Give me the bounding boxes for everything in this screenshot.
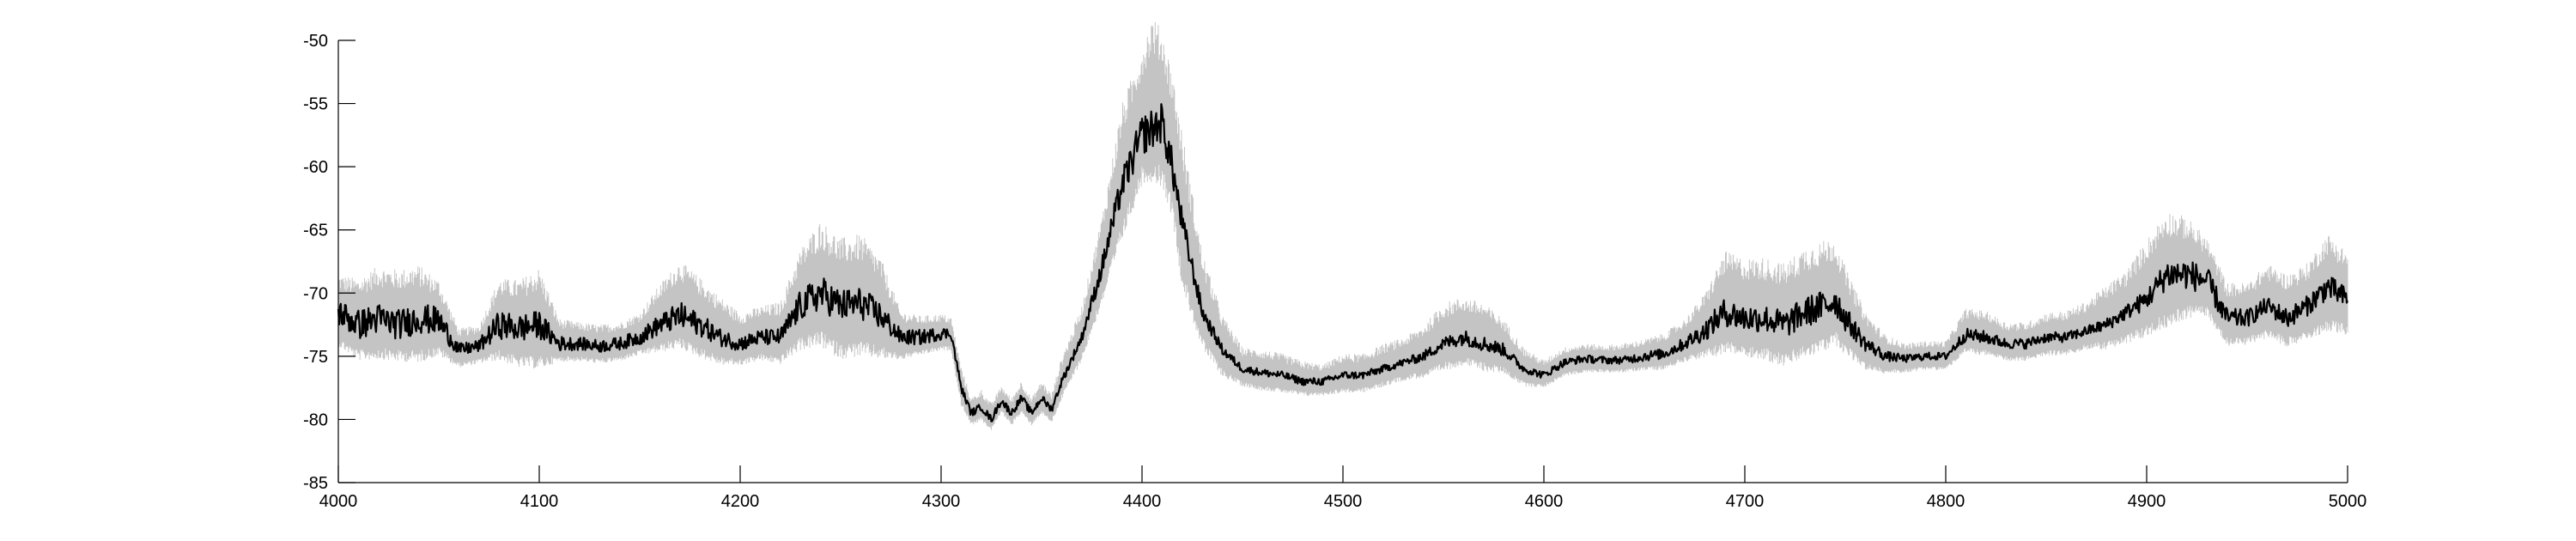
y-tick-label: -80 [303, 410, 328, 429]
confidence-band-layer [337, 21, 2348, 430]
x-tick-label: 4400 [1123, 492, 1162, 511]
y-tick-label: -60 [303, 158, 328, 177]
x-tick-label: 4300 [922, 492, 961, 511]
x-tick-label: 4600 [1525, 492, 1564, 511]
confidence-band-spikes [337, 21, 2348, 430]
x-tick-label: 4500 [1324, 492, 1363, 511]
y-tick-label: -85 [303, 474, 328, 493]
mean-line-layer [337, 103, 2349, 422]
x-tick-label: 4100 [520, 492, 559, 511]
y-tick-label: -50 [303, 32, 328, 51]
mean-line [337, 103, 2349, 422]
x-tick-label: 5000 [2329, 492, 2367, 511]
x-tick-label: 4800 [1927, 492, 1965, 511]
x-tick-label: 4000 [319, 492, 358, 511]
y-tick-label: -55 [303, 95, 328, 114]
y-tick-label: -75 [303, 348, 328, 367]
x-tick-label: 4200 [721, 492, 760, 511]
y-tick-label: -65 [303, 222, 328, 240]
x-tick-label: 4700 [1726, 492, 1765, 511]
y-tick-label: -70 [303, 284, 328, 303]
x-tick-label: 4900 [2128, 492, 2166, 511]
